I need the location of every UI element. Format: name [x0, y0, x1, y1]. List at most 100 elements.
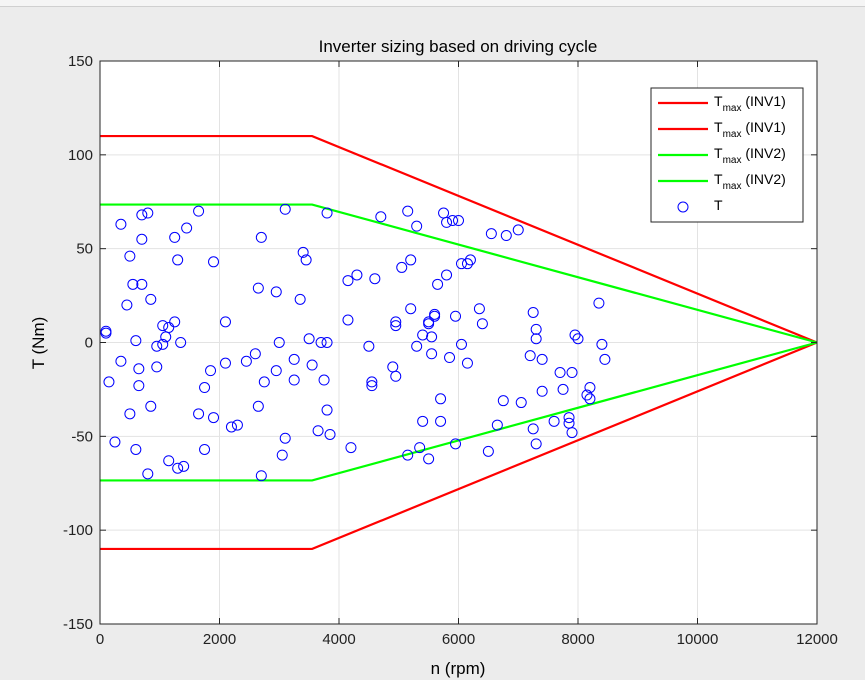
scatter-point: [396, 261, 408, 273]
scatter-point: [441, 216, 453, 228]
scatter-point: [432, 278, 444, 290]
scatter-point: [584, 393, 596, 405]
scatter-point: [569, 329, 581, 341]
scatter-point: [157, 338, 169, 350]
scatter-point: [121, 299, 133, 311]
series-line-1: [100, 134, 818, 344]
scatter-point: [124, 250, 136, 262]
scatter-point: [145, 293, 157, 305]
y-tick-label: -50: [71, 428, 93, 445]
scatter-point: [581, 389, 593, 401]
scatter-point: [321, 337, 333, 348]
series-lines: [100, 134, 818, 551]
scatter-point: [491, 419, 503, 431]
y-axis-label: T (Nm): [29, 317, 48, 370]
scatter-point: [312, 425, 324, 437]
scatter-point: [288, 374, 300, 386]
scatter-point: [130, 443, 142, 455]
scatter-point: [435, 393, 447, 405]
legend-entry-label: Tmax (INV1): [714, 119, 786, 140]
scatter-point: [208, 256, 220, 268]
scatter-point: [133, 380, 145, 392]
scatter-point: [199, 382, 211, 394]
scatter-point: [219, 316, 231, 328]
scatter-point: [172, 254, 184, 266]
scatter-point: [151, 340, 163, 352]
window-top-bar: [0, 0, 865, 7]
y-tick-label: -150: [63, 616, 93, 633]
legend[interactable]: Tmax (INV1) Tmax (INV1) Tmax (INV2) Tmax (I…: [650, 87, 804, 223]
scatter-point: [402, 449, 414, 461]
scatter-point: [402, 205, 414, 217]
scatter-point: [441, 269, 453, 281]
scatter-point: [181, 222, 193, 234]
scatter-point: [557, 383, 569, 395]
scatter-point: [270, 286, 282, 298]
scatter-point: [300, 254, 312, 266]
x-tick-label: 12000: [796, 631, 838, 648]
scatter-point: [252, 282, 264, 294]
scatter-point: [530, 438, 542, 450]
scatter-point: [175, 337, 187, 348]
scatter-point: [366, 376, 378, 388]
y-tick-label: 0: [85, 335, 93, 352]
scatter-point: [255, 231, 267, 243]
scatter-point: [115, 355, 127, 367]
scatter-point: [231, 419, 243, 431]
scatter-point: [109, 436, 121, 448]
scatter-point: [136, 209, 148, 221]
scatter-point: [405, 254, 417, 266]
legend-entry-label: Tmax (INV2): [714, 171, 786, 192]
scatter-point: [169, 316, 181, 328]
scatter-point: [318, 374, 330, 386]
scatter-point: [593, 297, 605, 309]
chart-title: Inverter sizing based on driving cycle: [319, 37, 598, 56]
scatter-point: [461, 258, 473, 270]
scatter-point: [411, 340, 423, 352]
scatter-point: [417, 329, 429, 341]
scatter-point: [536, 385, 548, 397]
scatter-point: [572, 333, 584, 345]
scatter-point: [390, 320, 402, 332]
scatter-point: [450, 438, 462, 450]
scatter-point: [461, 357, 473, 369]
scatter-point: [423, 453, 435, 465]
scatter-point: [240, 355, 252, 367]
scatter-point: [127, 278, 139, 290]
scatter-point: [208, 412, 220, 424]
scatter-point: [464, 254, 476, 266]
x-tick-label: 8000: [561, 631, 594, 648]
scatter-point: [252, 400, 264, 412]
scatter-point: [276, 449, 288, 461]
legend-entry-label: Tmax (INV2): [714, 145, 786, 166]
x-tick-label: 6000: [442, 631, 475, 648]
scatter-point: [270, 365, 282, 377]
scatter-point: [142, 207, 154, 219]
scatter-point: [566, 367, 578, 379]
scatter-point: [596, 338, 608, 350]
scatter-point: [453, 215, 464, 227]
legend-entry-label: Tmax (INV1): [714, 93, 786, 114]
scatter-point: [599, 353, 611, 365]
scatter-point: [375, 211, 387, 223]
scatter-point: [136, 233, 148, 245]
scatter-point: [405, 303, 417, 315]
scatter-point: [193, 408, 205, 420]
scatter-point: [536, 353, 548, 365]
scatter-point: [133, 363, 145, 375]
scatter-point: [142, 468, 154, 480]
scatter-point: [324, 428, 336, 440]
scatter-point: [366, 380, 378, 392]
scatter-point: [255, 470, 267, 482]
scatter-point: [530, 323, 542, 335]
scatter-point: [199, 443, 211, 455]
scatter-point: [157, 320, 169, 332]
x-tick-label: 0: [96, 631, 104, 648]
scatter-point: [124, 408, 136, 420]
scatter-point: [476, 318, 488, 330]
scatter-point: [411, 220, 423, 232]
scatter-point: [530, 333, 542, 345]
scatter-point: [485, 228, 497, 240]
scatter-point: [115, 218, 127, 230]
